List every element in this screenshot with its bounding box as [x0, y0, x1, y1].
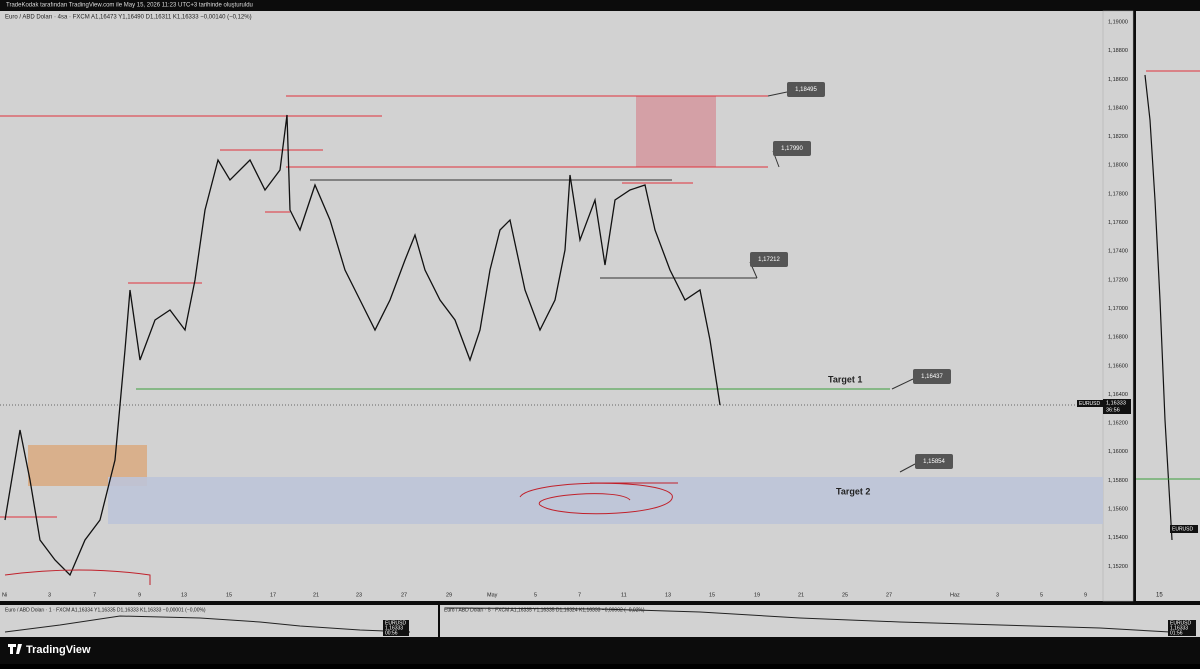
- date-axis-label: 23: [356, 592, 362, 598]
- price-axis-label: 1,18800: [1108, 48, 1128, 54]
- price-axis-label: 1,18000: [1108, 163, 1128, 169]
- date-axis-label: 13: [181, 592, 187, 598]
- pane-legend: Euro / ABD Doları · 5 · FXCM A1,16335 Y1…: [444, 607, 645, 613]
- mini-path: [444, 607, 1171, 633]
- date-axis-label: 17: [270, 592, 276, 598]
- pane-tag-bg: [1168, 620, 1196, 636]
- caption: TradeKodak tarafından TradingView.com il…: [6, 3, 253, 9]
- callout-box: [913, 369, 951, 384]
- date-axis-label: 27: [886, 592, 892, 598]
- scribble: [519, 482, 678, 515]
- date-axis-label: 3: [48, 592, 51, 598]
- date-axis-label: 9: [138, 592, 141, 598]
- callout-box: [787, 82, 825, 97]
- date-axis-label: 25: [842, 592, 848, 598]
- price-axis-label: 1,16200: [1108, 421, 1128, 427]
- date-axis-label: 21: [798, 592, 804, 598]
- legend: Euro / ABD Doları · 4sa · FXCM A1,16473 …: [5, 15, 252, 21]
- date-axis-label: May: [487, 592, 498, 598]
- pane-countdown: 00:56: [385, 630, 398, 636]
- levels: [0, 95, 768, 518]
- target-label: Target 2: [836, 486, 870, 496]
- price-axis-label: 1,17400: [1108, 249, 1128, 255]
- price-axis-label: 1,18400: [1108, 105, 1128, 111]
- price-axis-label: 1,15400: [1108, 535, 1128, 541]
- price-axis-label: 1,17600: [1108, 220, 1128, 226]
- callout-connector: [767, 91, 788, 97]
- pane-price: 1,16333: [385, 625, 403, 631]
- side-tag: EURUSD: [1172, 526, 1194, 532]
- price-axis-label: 1,17800: [1108, 191, 1128, 197]
- target-label: Target 1: [828, 374, 862, 384]
- pane-countdown: 01:56: [1170, 630, 1183, 636]
- callout-connector: [899, 463, 916, 473]
- date-axis-label: Haz: [950, 592, 960, 598]
- price-axis-label: 1,15200: [1108, 564, 1128, 570]
- price-axis-label: 1,16800: [1108, 335, 1128, 341]
- price-axis-label: 1,17000: [1108, 306, 1128, 312]
- price-tag-bg: [1077, 400, 1103, 407]
- date-axis-label: 5: [1040, 592, 1043, 598]
- date-axis-label: 9: [1084, 592, 1087, 598]
- price-path: [4, 114, 721, 577]
- date-axis-label: 19: [754, 592, 760, 598]
- date-axis-label: 7: [578, 592, 581, 598]
- price-tag-symbol: EURUSD: [1079, 401, 1101, 407]
- curve: [4, 569, 151, 585]
- price-tag-price: 1,16333: [1106, 400, 1126, 406]
- date-axis-label: 5: [534, 592, 537, 598]
- date-axis-label: Ni: [2, 592, 7, 598]
- side-tag-bg: [1170, 525, 1198, 533]
- brand: TradingView: [26, 644, 91, 656]
- callout-box: [915, 454, 953, 469]
- price-tag-bg: [1103, 399, 1131, 414]
- structure-lines: [310, 179, 757, 279]
- pane-tag-bg: [383, 620, 409, 636]
- price-axis-label: 1,15600: [1108, 507, 1128, 513]
- side-price-path: [1144, 74, 1173, 541]
- callout-box: [750, 252, 788, 267]
- price-axis-label: 1,19000: [1108, 19, 1128, 25]
- side-date: 15: [1156, 593, 1163, 599]
- callout-label: 1,15854: [923, 459, 945, 465]
- callout-label: 1,18495: [795, 87, 817, 93]
- bottom-pane: [440, 605, 1200, 637]
- price-axis-label: 1,16600: [1108, 363, 1128, 369]
- pane-tag: EURUSD: [385, 620, 407, 626]
- price-axis-label: 1,16400: [1108, 392, 1128, 398]
- pane-tag: EURUSD: [1170, 620, 1192, 626]
- bottom-pane: [0, 605, 438, 637]
- side-pane: [1136, 11, 1200, 601]
- date-axis-label: 11: [621, 592, 627, 598]
- price-axis-label: 1,18200: [1108, 134, 1128, 140]
- date-axis-label: 15: [709, 592, 715, 598]
- logo: [8, 644, 22, 654]
- pane-legend: Euro / ABD Doları · 1 · FXCM A1,16334 Y1…: [5, 607, 206, 613]
- supply-zone: [636, 96, 716, 167]
- price-axis: [1102, 10, 1134, 602]
- price-axis-label: 1,18600: [1108, 77, 1128, 83]
- callout-label: 1,17990: [781, 146, 803, 152]
- callout-connector: [891, 378, 914, 390]
- date-axis-label: 21: [313, 592, 319, 598]
- date-axis-label: 7: [93, 592, 96, 598]
- mini-path: [4, 615, 411, 633]
- pane-price: 1,16333: [1170, 625, 1188, 631]
- date-axis-label: 3: [996, 592, 999, 598]
- date-axis-label: 29: [446, 592, 452, 598]
- callout-box: [773, 141, 811, 156]
- date-axis-label: 15: [226, 592, 232, 598]
- date-axis-label: 13: [665, 592, 671, 598]
- price-axis-label: 1,15800: [1108, 478, 1128, 484]
- date-axis-label: 27: [401, 592, 407, 598]
- price-axis-label: 1,17200: [1108, 277, 1128, 283]
- target-zone: [108, 477, 1103, 524]
- callout-label: 1,16437: [921, 374, 943, 380]
- callout-label: 1,17212: [758, 257, 780, 263]
- price-axis-label: 1,16000: [1108, 449, 1128, 455]
- price-tag-countdown: 36:56: [1106, 407, 1120, 413]
